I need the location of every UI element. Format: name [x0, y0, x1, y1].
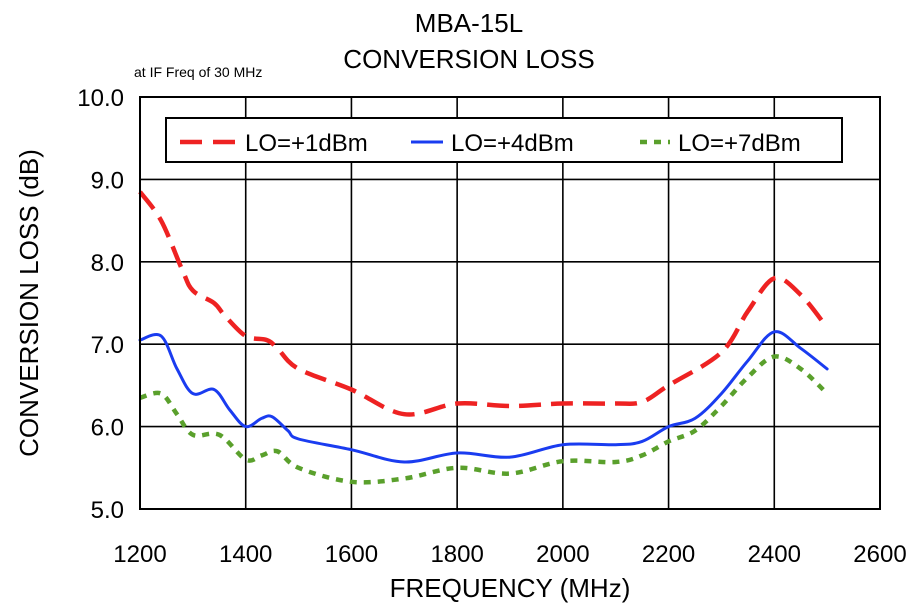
series-line-2 [138, 330, 829, 464]
x-tick-label: 1400 [219, 541, 272, 568]
y-tick-label: 9.0 [91, 167, 124, 194]
legend-label-3: LO=+7dBm [678, 130, 801, 157]
y-tick-label: 6.0 [91, 415, 124, 442]
tick-labels: 1200 1400 1600 1800 2000 2200 2400 2600 5.0 6.0 7.… [77, 85, 906, 568]
y-axis-label: CONVERSION LOSS (dB) [14, 149, 44, 457]
y-tick-label: 7.0 [91, 332, 124, 359]
legend-label-2: LO=+4dBm [451, 130, 574, 157]
chart-title: MBA-15L [414, 8, 524, 38]
x-axis-label: FREQUENCY (MHz) [390, 573, 631, 603]
legend-box [165, 117, 843, 163]
x-tick-label: 2200 [642, 541, 695, 568]
y-tick-label: 8.0 [91, 250, 124, 277]
y-tick-label: 10.0 [77, 85, 124, 112]
x-tick-label: 2600 [853, 541, 906, 568]
chart-subtitle: CONVERSION LOSS [343, 44, 595, 74]
x-tick-label: 1800 [430, 541, 483, 568]
x-tick-label: 2400 [748, 541, 801, 568]
series-line-3 [139, 354, 829, 485]
chart-annotation: at IF Freq of 30 MHz [134, 64, 263, 80]
plot-frame [139, 96, 881, 510]
series-lines [138, 190, 829, 485]
legend: LO=+1dBm LO=+4dBm LO=+7dBm [165, 117, 843, 163]
legend-label-1: LO=+1dBm [245, 130, 368, 157]
y-tick-label: 5.0 [91, 497, 124, 524]
x-tick-label: 2000 [536, 541, 589, 568]
x-tick-label: 1600 [325, 541, 378, 568]
series-line-1 [138, 190, 829, 417]
x-tick-label: 1200 [113, 541, 166, 568]
